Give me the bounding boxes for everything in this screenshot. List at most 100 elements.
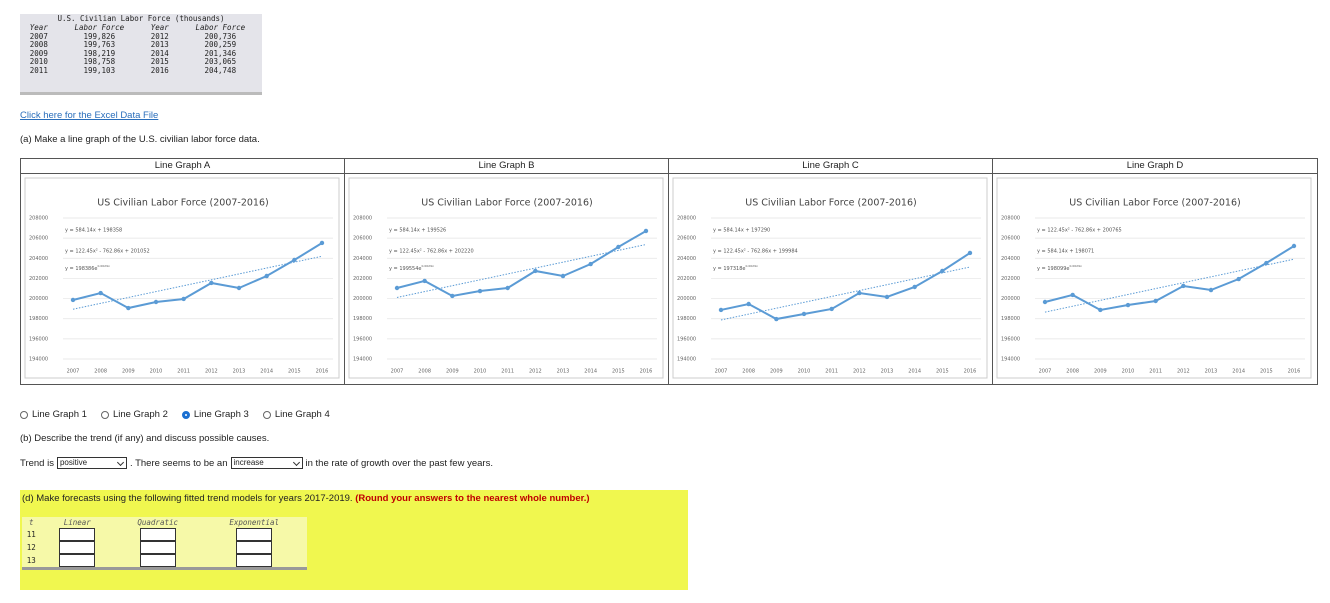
x-tick-label: 2014 [584, 369, 597, 375]
trendline [1044, 258, 1295, 313]
data-point [912, 284, 917, 290]
data-point [236, 285, 242, 291]
answer-input[interactable] [139, 554, 176, 567]
radio-option[interactable]: Line Graph 4 [262, 409, 330, 420]
y-tick-label: 198000 [1001, 316, 1020, 322]
data-point [940, 268, 945, 274]
y-tick-label: 196000 [29, 336, 48, 342]
graph-cell: Line Graph D US Civilian Labor Force (200… [993, 159, 1317, 384]
data-point [967, 250, 973, 256]
data-point [1153, 298, 1158, 304]
radio-label: Line Graph 2 [112, 409, 168, 420]
x-tick-label: 2009 [122, 369, 135, 375]
y-tick-label: 204000 [353, 256, 372, 262]
equation: y = 199554e0.0029x [389, 264, 434, 272]
answer-input[interactable] [59, 541, 96, 554]
data-point [588, 261, 593, 267]
data-line [396, 230, 647, 297]
data-point [884, 294, 890, 300]
data-point [774, 316, 779, 322]
data-point [1181, 283, 1186, 289]
header-cell: Linear [63, 518, 91, 527]
input-cell [114, 541, 201, 554]
equation: y = 122.45x² - 762.86x + 202220 [389, 249, 474, 255]
dropdown[interactable]: positive [56, 457, 127, 469]
header-row: t Linear Quadratic Exponential [22, 517, 307, 528]
row: 2011 199,103 2016 204,748 [20, 66, 262, 76]
data-point [1264, 260, 1269, 266]
x-tick-label: 2014 [1232, 369, 1245, 375]
equation: y = 584.14x + 198071 [1037, 249, 1094, 255]
data-table: U.S. Civilian Labor Force (thousands) Yea… [20, 14, 262, 95]
header-cell: Labor Force [195, 23, 246, 32]
data-point [533, 268, 538, 274]
t-cell: 12 [26, 543, 36, 552]
chart: US Civilian Labor Force (2007-2016) 19400… [24, 177, 340, 379]
equation-exponent: 0.0029x [1070, 264, 1082, 268]
equation: y = 584.14x + 199526 [389, 228, 446, 234]
cell: 2007 [29, 31, 48, 41]
trendline [72, 255, 323, 310]
y-tick-label: 206000 [677, 236, 696, 242]
radio-button[interactable] [100, 410, 109, 419]
answer-input[interactable] [139, 528, 176, 541]
answer-input[interactable] [59, 528, 96, 541]
x-tick-label: 2009 [770, 369, 783, 375]
equation-base: y = 198386e [65, 266, 98, 272]
header-cell: Quadratic [137, 518, 179, 527]
input-cell [114, 554, 201, 567]
equation: y = 197318e0.0029x [713, 264, 758, 272]
y-tick-label: 198000 [353, 316, 372, 322]
x-tick-label: 2014 [260, 369, 273, 375]
data-point [1236, 276, 1241, 282]
radio-option[interactable]: Line Graph 2 [100, 409, 168, 420]
data-point [98, 290, 103, 296]
excel-link[interactable]: Click here for the Excel Data File [20, 110, 159, 121]
equation: y = 122.45x² - 762.86x + 201052 [65, 249, 150, 255]
answer-input[interactable] [59, 554, 96, 567]
cell: 201,346 [204, 48, 237, 58]
cell: 2010 [29, 57, 48, 66]
table: t Linear Quadratic Exponential 11 12 13 [22, 517, 307, 567]
chart-frame [996, 177, 1312, 379]
x-tick-label: 2016 [1288, 369, 1301, 375]
graph-cell: Line Graph C US Civilian Labor Force (200… [669, 159, 993, 384]
cell: 199,826 [83, 31, 116, 41]
chart-frame [672, 177, 988, 379]
input-cell [201, 541, 307, 554]
dropdown[interactable]: increase [230, 457, 303, 469]
radio-button[interactable] [181, 410, 190, 419]
equation-exponent: 0.0029x [98, 264, 110, 268]
answer-input[interactable] [236, 554, 273, 567]
x-tick-label: 2016 [964, 369, 977, 375]
table-title: U.S. Civilian Labor Force (thousands) [57, 14, 225, 23]
data-point [394, 285, 400, 291]
graph-options: Line Graph 1 Line Graph 2 Line Graph 3 Line… [20, 409, 330, 420]
cell: 2009 [29, 48, 48, 58]
y-tick-label: 202000 [29, 276, 48, 282]
data-point [1070, 292, 1075, 298]
data-point [643, 228, 649, 234]
answer-input[interactable] [236, 541, 273, 554]
radio-button[interactable] [262, 410, 271, 419]
radio-button[interactable] [20, 410, 28, 419]
y-tick-label: 202000 [1001, 276, 1020, 282]
x-tick-label: 2007 [1039, 369, 1052, 375]
x-tick-label: 2007 [715, 369, 728, 375]
data-point [477, 288, 483, 294]
y-tick-label: 204000 [1001, 256, 1020, 262]
radio-option[interactable]: Line Graph 1 [20, 409, 87, 420]
data-point [746, 301, 751, 307]
equation: y = 584.14x + 198358 [65, 228, 122, 234]
answer-input[interactable] [236, 528, 273, 541]
data-point [505, 285, 510, 291]
equation: y = 122.45x² - 762.86x + 199984 [713, 249, 798, 255]
radio-option[interactable]: Line Graph 3 [181, 409, 249, 420]
answer-input[interactable] [139, 541, 176, 554]
row: U.S. Civilian Labor Force (thousands) [20, 14, 262, 24]
x-tick-label: 2015 [288, 369, 301, 375]
y-tick-label: 196000 [353, 336, 372, 342]
row: 13 [22, 554, 307, 567]
cell: 200,736 [204, 31, 237, 41]
